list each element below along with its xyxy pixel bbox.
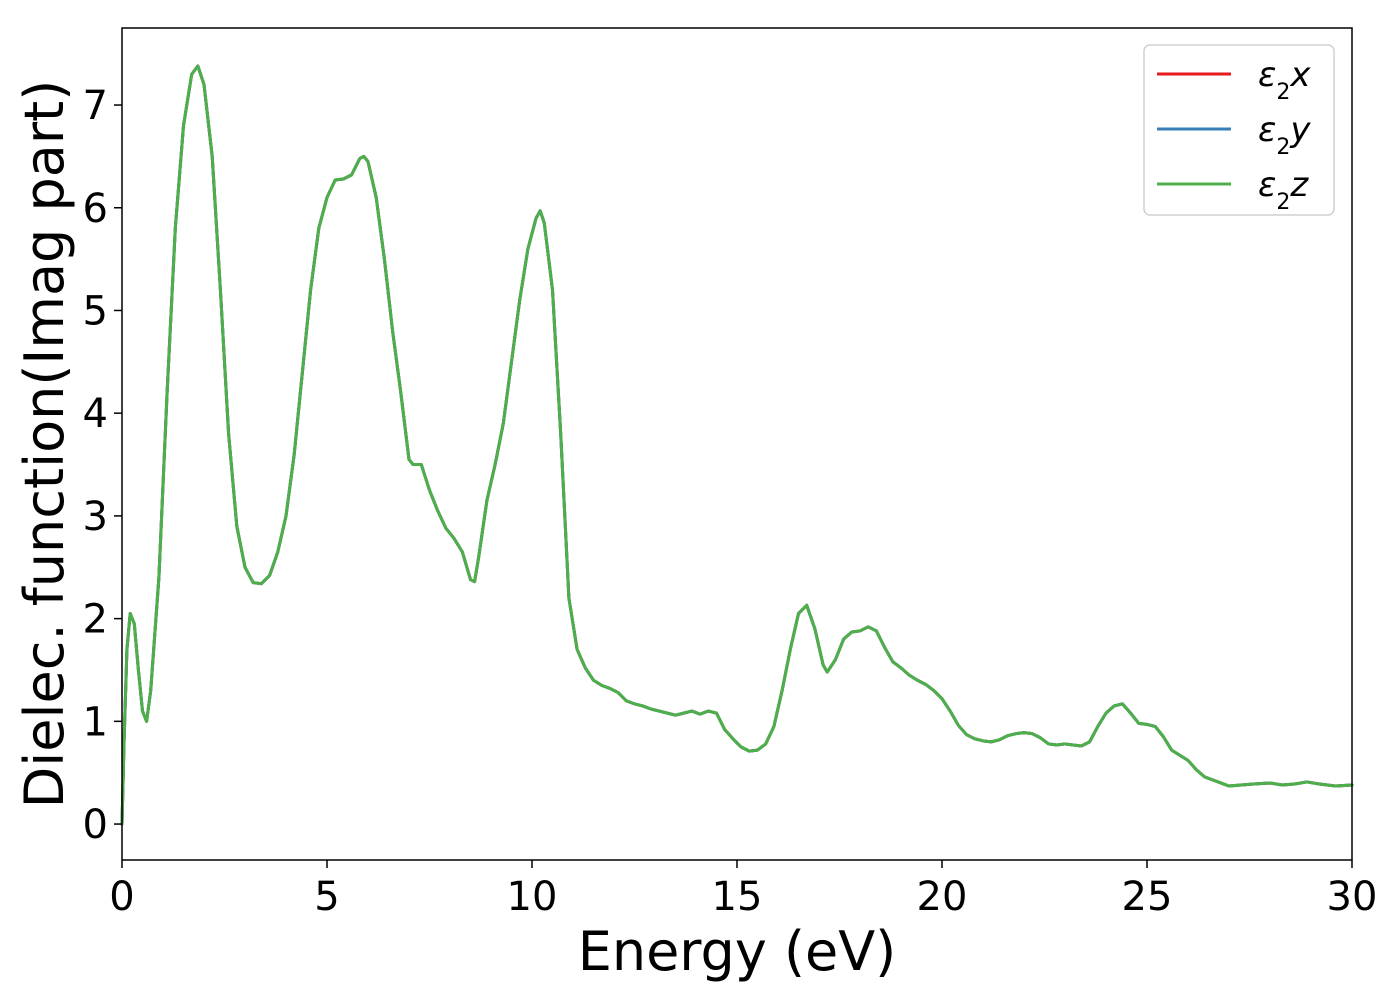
y-tick-label: 0	[83, 802, 108, 848]
x-tick-label: 10	[507, 874, 558, 920]
legend-label-z: ε2z	[1258, 165, 1309, 215]
x-axis-label: Energy (eV)	[578, 920, 897, 983]
plot-lines	[120, 64, 1354, 826]
y-axis-ticks: 0 1 2 3 4 5 6 7	[83, 83, 122, 848]
x-tick-label: 0	[109, 874, 134, 920]
x-tick-label: 20	[917, 874, 968, 920]
y-tick-label: 2	[83, 597, 108, 643]
y-tick-label: 1	[83, 699, 108, 745]
y-tick-label: 4	[83, 391, 108, 437]
series-line-z	[120, 64, 1354, 826]
y-tick-label: 6	[83, 186, 108, 232]
x-axis-ticks: 0 5 10 15 20 25 30	[109, 860, 1377, 920]
y-tick-label: 5	[83, 288, 108, 334]
y-tick-label: 3	[83, 494, 108, 540]
x-tick-label: 5	[314, 874, 339, 920]
y-axis-label: Dielec. function(Imag part)	[13, 80, 76, 809]
x-tick-label: 15	[712, 874, 763, 920]
y-tick-label: 7	[83, 83, 108, 129]
x-tick-label: 25	[1122, 874, 1173, 920]
legend-box	[1143, 44, 1335, 216]
legend-label-x: ε2x	[1258, 55, 1311, 105]
x-tick-label: 30	[1327, 874, 1378, 920]
legend-label-y: ε2y	[1258, 110, 1311, 160]
